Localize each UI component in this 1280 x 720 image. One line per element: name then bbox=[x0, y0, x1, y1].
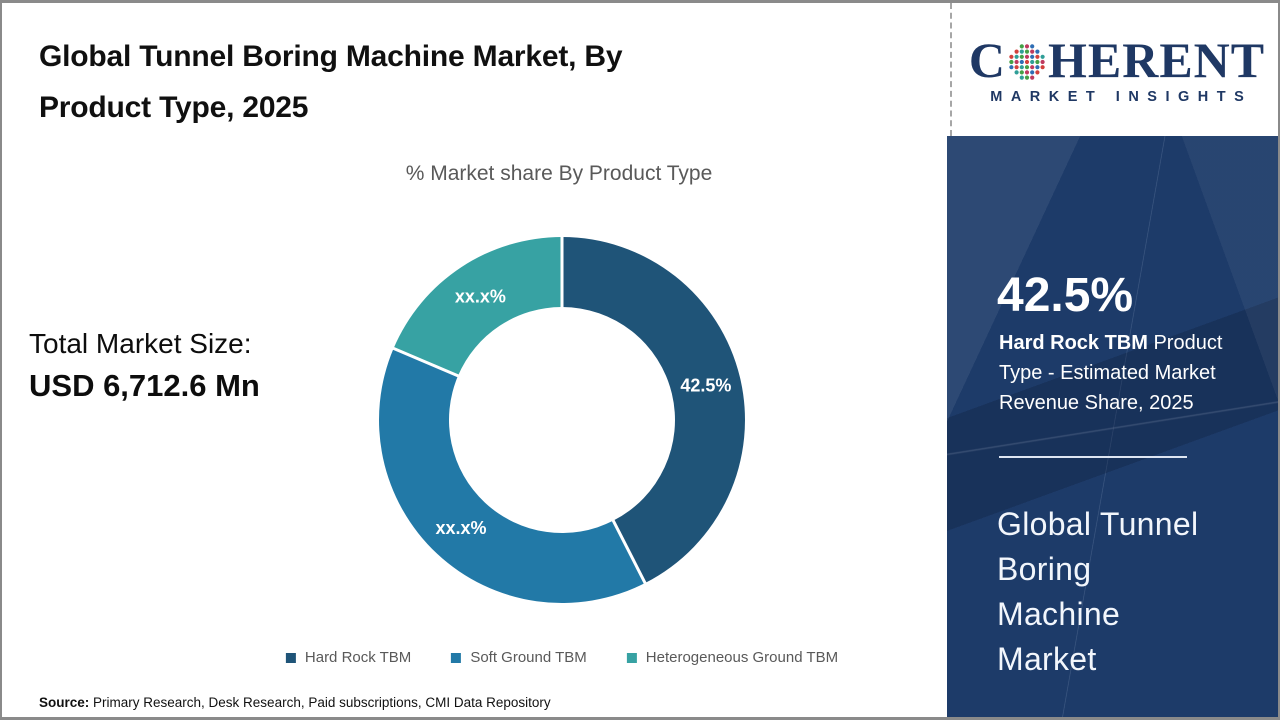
stats-panel: 42.5% Hard Rock TBM Product Type - Estim… bbox=[947, 136, 1278, 717]
legend-swatch-icon bbox=[285, 652, 296, 663]
globe-dot bbox=[1035, 54, 1040, 59]
globe-dot bbox=[1030, 43, 1035, 48]
globe-dot bbox=[1035, 49, 1040, 54]
globe-dot bbox=[1030, 49, 1035, 54]
market-name-line-2: Boring bbox=[997, 551, 1092, 587]
globe-dot bbox=[1030, 54, 1035, 59]
donut-chart-svg: 42.5% xx.x% xx.x% bbox=[379, 234, 745, 603]
donut-chart: 42.5% xx.x% xx.x% bbox=[372, 230, 752, 610]
globe-dot bbox=[1019, 69, 1024, 74]
page-title-line-2: Product Type, 2025 bbox=[39, 91, 309, 124]
chart-subtitle: % Market share By Product Type bbox=[405, 162, 713, 185]
divider bbox=[999, 456, 1187, 458]
segment-separator bbox=[610, 517, 648, 587]
legend-swatch-icon bbox=[451, 652, 462, 663]
globe-dot bbox=[1035, 69, 1040, 74]
donut-label-1: 42.5% bbox=[680, 375, 731, 395]
chart-legend: Hard Rock TBM Soft Ground TBM Heterogeneou… bbox=[285, 649, 839, 666]
stat-segment-name: Hard Rock TBM bbox=[999, 332, 1148, 354]
company-logo: C HERENT bbox=[969, 35, 1265, 85]
stat-description: Hard Rock TBM Product Type - Estimated M… bbox=[999, 328, 1247, 418]
logo-word-end: HERENT bbox=[1047, 31, 1266, 88]
globe-dot bbox=[1030, 59, 1035, 64]
market-name-line-3: Machine bbox=[997, 596, 1121, 632]
globe-dot bbox=[1019, 64, 1024, 69]
globe-dot bbox=[1024, 49, 1030, 54]
page-title-line-1: Global Tunnel Boring Machine Market, By bbox=[39, 40, 623, 73]
globe-dot bbox=[1019, 49, 1024, 54]
globe-dot bbox=[1040, 64, 1045, 69]
globe-dot bbox=[1024, 59, 1030, 64]
donut-label-2: xx.x% bbox=[436, 518, 487, 538]
globe-dot bbox=[1009, 64, 1014, 69]
donut-segment-1 bbox=[562, 237, 745, 584]
legend-label: Heterogeneous Ground TBM bbox=[645, 649, 839, 666]
source-note: Source: Primary Research, Desk Research,… bbox=[39, 695, 551, 710]
globe-dot bbox=[1014, 59, 1019, 64]
globe-dot bbox=[1014, 49, 1019, 54]
globe-dot bbox=[1014, 54, 1019, 59]
segment-separator bbox=[390, 345, 462, 379]
globe-dot bbox=[1024, 75, 1030, 80]
globe-dot bbox=[1014, 69, 1019, 74]
globe-dot bbox=[1019, 43, 1024, 48]
logo-tagline: MARKET INSIGHTS bbox=[990, 88, 1253, 105]
globe-dot bbox=[1035, 59, 1040, 64]
donut-segment-2 bbox=[379, 348, 646, 603]
source-text: Primary Research, Desk Research, Paid su… bbox=[89, 695, 551, 710]
stat-value: 42.5% bbox=[997, 269, 1134, 322]
globe-dot bbox=[1035, 64, 1040, 69]
globe-dot bbox=[1040, 59, 1045, 64]
globe-dot bbox=[1024, 43, 1030, 48]
total-market-size: Total Market Size: USD 6,712.6 Mn bbox=[29, 328, 260, 404]
globe-dot bbox=[1009, 54, 1014, 59]
globe-dot bbox=[1019, 59, 1024, 64]
globe-dot bbox=[1024, 54, 1030, 59]
globe-dot bbox=[1030, 64, 1035, 69]
globe-dot bbox=[1014, 64, 1019, 69]
globe-icon bbox=[1009, 43, 1045, 80]
market-name-line-4: Market bbox=[997, 641, 1097, 677]
legend-item-2: Soft Ground TBM bbox=[451, 649, 587, 666]
legend-label: Soft Ground TBM bbox=[470, 649, 587, 666]
legend-label: Hard Rock TBM bbox=[304, 649, 412, 666]
stat-description-text: Product Type - Estimated Market Revenue … bbox=[999, 332, 1223, 414]
logo-area: C HERENT MARKET INSIGHTS bbox=[950, 3, 1278, 136]
globe-dot bbox=[1024, 69, 1030, 74]
market-name-line-1: Global Tunnel bbox=[997, 506, 1199, 542]
globe-dot bbox=[1019, 54, 1024, 59]
total-market-size-value: USD 6,712.6 Mn bbox=[29, 368, 260, 403]
globe-dot bbox=[1040, 54, 1045, 59]
logo-word-start: C bbox=[968, 31, 1006, 88]
donut-label-3: xx.x% bbox=[455, 287, 506, 307]
legend-item-3: Heterogeneous Ground TBM bbox=[626, 649, 839, 666]
total-market-size-label: Total Market Size: bbox=[29, 328, 252, 359]
globe-dot bbox=[1019, 75, 1024, 80]
globe-dot bbox=[1024, 64, 1030, 69]
globe-dot bbox=[1030, 69, 1035, 74]
market-name: Global Tunnel Boring Machine Market bbox=[997, 502, 1198, 682]
legend-item-1: Hard Rock TBM bbox=[285, 649, 412, 666]
globe-dot bbox=[1009, 59, 1014, 64]
globe-dot bbox=[1030, 75, 1035, 80]
source-label: Source: bbox=[39, 695, 90, 710]
legend-swatch-icon bbox=[626, 652, 637, 663]
page-title: Global Tunnel Boring Machine Market, By … bbox=[39, 31, 799, 133]
donut-segment-3 bbox=[393, 237, 562, 376]
